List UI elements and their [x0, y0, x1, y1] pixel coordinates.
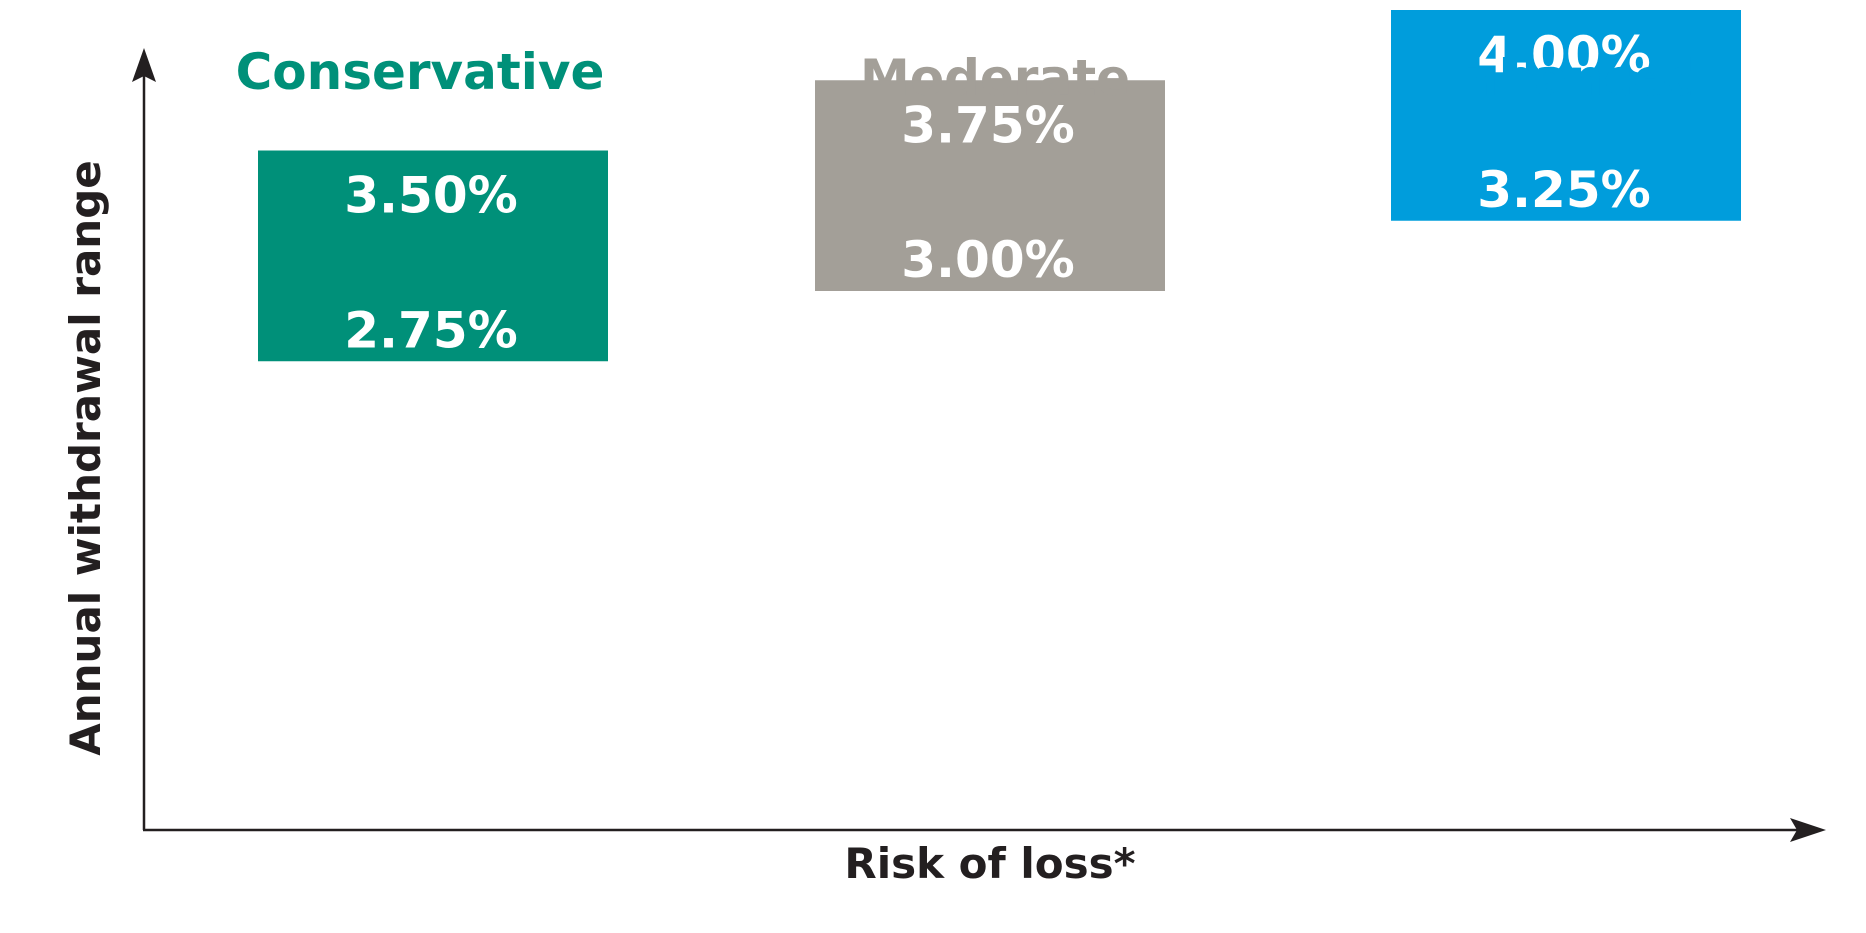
value-label-high-conservative: 3.50% [344, 167, 517, 225]
category-label-enhanced: Enhanced [1429, 49, 1703, 107]
category-label-conservative: Conservative [236, 43, 605, 101]
bar-moderate [815, 80, 1165, 291]
y-axis-title: Annual withdrawal range [61, 160, 110, 756]
x-axis-title: Risk of loss* [844, 839, 1135, 888]
bar-conservative [258, 150, 608, 362]
bar-enhanced [1391, 10, 1741, 221]
value-label-high-enhanced: 4.00% [1477, 26, 1650, 84]
x-axis-arrow [1790, 818, 1826, 842]
value-label-low-moderate: 3.00% [901, 231, 1074, 289]
y-axis-arrow [132, 48, 156, 82]
value-label-low-conservative: 2.75% [344, 301, 517, 359]
value-label-high-moderate: 3.75% [901, 96, 1074, 154]
value-label-low-enhanced: 3.25% [1477, 161, 1650, 219]
range-bars: 3.50% 2.75% Conservative 3.75% 3.00% Moderate… [236, 10, 1741, 362]
category-label-moderate: Moderate [860, 49, 1130, 107]
